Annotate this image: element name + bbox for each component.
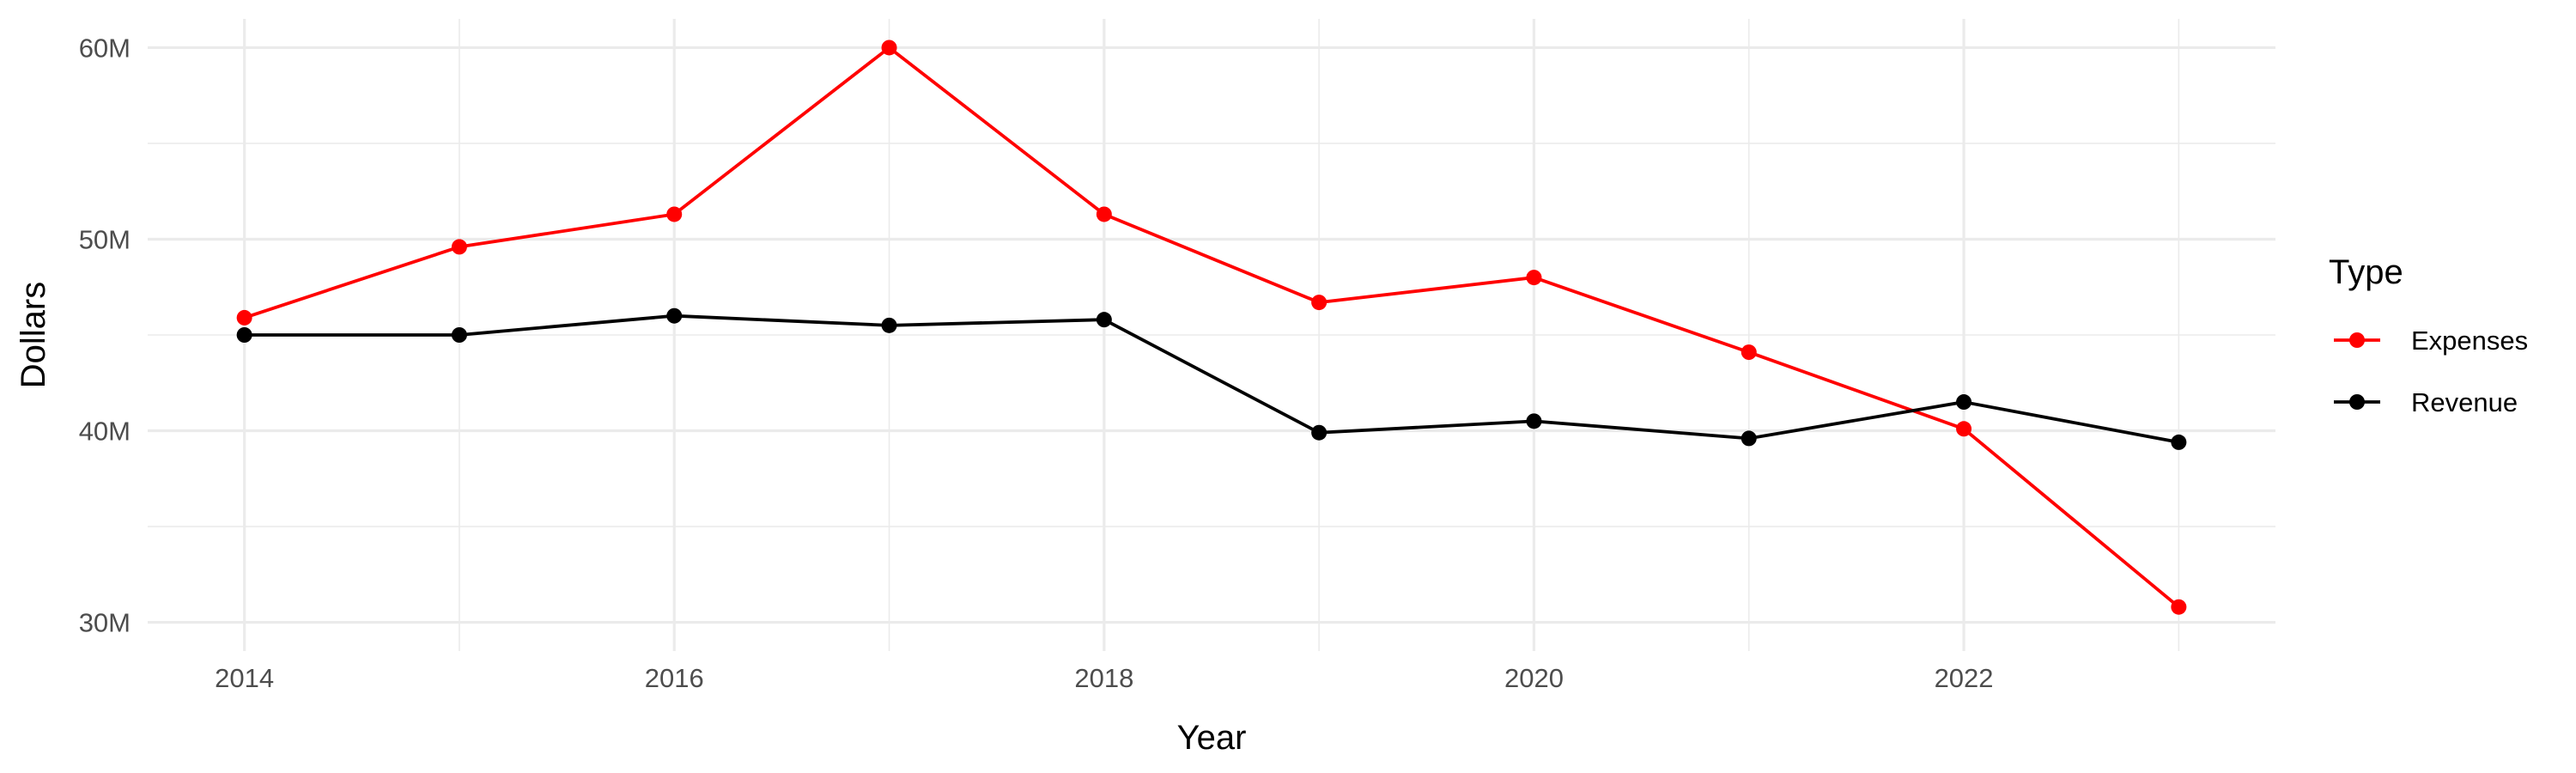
legend-key-point bbox=[2349, 394, 2365, 410]
legend-label: Revenue bbox=[2411, 387, 2518, 417]
data-point-revenue bbox=[666, 307, 683, 324]
data-point-revenue bbox=[451, 327, 467, 343]
data-point-expenses bbox=[666, 206, 683, 222]
y-tick-label: 60M bbox=[79, 33, 131, 63]
y-tick-label: 30M bbox=[79, 608, 131, 638]
legend-item-expenses: Expenses bbox=[2334, 326, 2528, 356]
data-point-revenue bbox=[1096, 312, 1112, 328]
data-point-revenue bbox=[881, 317, 897, 333]
y-axis-title: Dollars bbox=[15, 282, 52, 388]
legend-key-point bbox=[2349, 332, 2365, 348]
series-layer bbox=[236, 40, 2187, 615]
data-point-expenses bbox=[1311, 295, 1327, 311]
data-point-revenue bbox=[1311, 424, 1327, 441]
data-point-expenses bbox=[1096, 206, 1112, 222]
data-point-expenses bbox=[236, 309, 252, 326]
data-point-revenue bbox=[1526, 413, 1542, 429]
legend-item-revenue: Revenue bbox=[2334, 387, 2518, 417]
series-line-expenses bbox=[244, 46, 2180, 609]
data-point-expenses bbox=[881, 40, 897, 56]
data-point-expenses bbox=[1956, 421, 1972, 437]
series-line-revenue bbox=[244, 313, 2179, 444]
legend: Type Expenses Revenue bbox=[2329, 253, 2528, 417]
data-point-revenue bbox=[1956, 394, 1972, 411]
data-point-revenue bbox=[236, 327, 252, 343]
series-expenses bbox=[236, 40, 2187, 615]
series-revenue bbox=[236, 307, 2187, 450]
data-point-revenue bbox=[2171, 434, 2187, 450]
legend-label: Expenses bbox=[2411, 326, 2528, 356]
y-axis-tick-labels: 30M 40M 50M 60M bbox=[79, 33, 131, 637]
data-point-expenses bbox=[1741, 344, 1757, 361]
y-tick-label: 50M bbox=[79, 224, 131, 254]
data-point-expenses bbox=[451, 239, 467, 255]
x-axis-tick-labels: 2014 2016 2018 2020 2022 bbox=[215, 663, 1993, 693]
data-point-revenue bbox=[1741, 430, 1757, 447]
x-tick-label: 2014 bbox=[215, 663, 274, 693]
x-tick-label: 2022 bbox=[1935, 663, 1994, 693]
legend-title: Type bbox=[2329, 253, 2403, 291]
x-tick-label: 2020 bbox=[1504, 663, 1564, 693]
grid-layer bbox=[148, 19, 2275, 651]
legend-items: Expenses Revenue bbox=[2334, 326, 2528, 417]
x-tick-label: 2016 bbox=[645, 663, 704, 693]
x-tick-label: 2018 bbox=[1074, 663, 1133, 693]
y-tick-label: 40M bbox=[79, 417, 131, 447]
x-axis-title: Year bbox=[1177, 719, 1247, 757]
data-point-expenses bbox=[2171, 599, 2187, 615]
data-point-expenses bbox=[1526, 270, 1542, 286]
